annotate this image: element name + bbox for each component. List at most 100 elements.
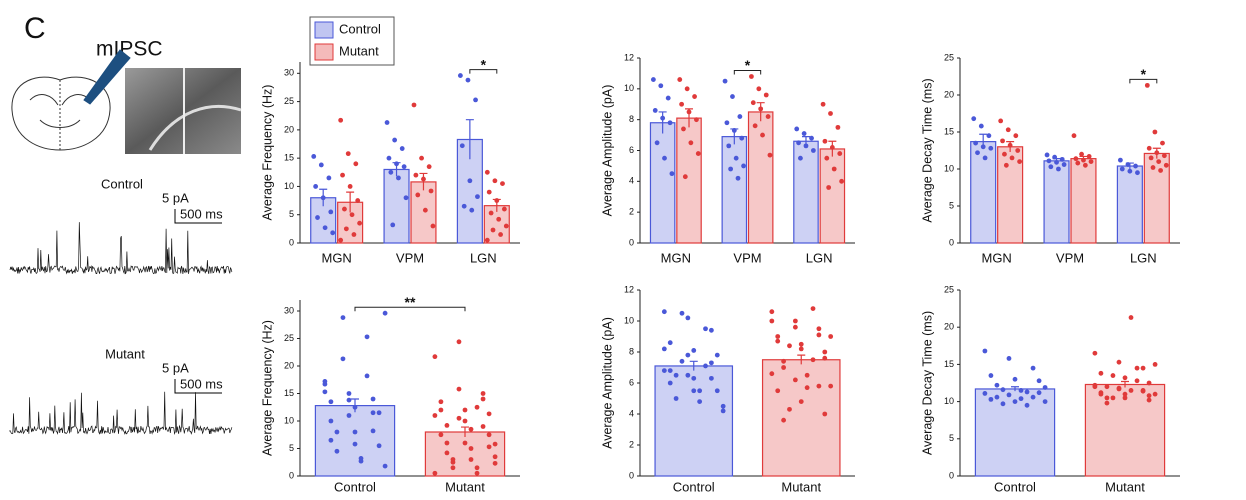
y-tick-label: 10 bbox=[624, 83, 634, 93]
data-point bbox=[1122, 395, 1128, 401]
data-point bbox=[1117, 157, 1123, 163]
data-point bbox=[810, 357, 816, 363]
data-point bbox=[338, 117, 344, 123]
data-point bbox=[357, 220, 363, 226]
data-point bbox=[794, 126, 800, 132]
y-tick-label: 0 bbox=[289, 470, 294, 480]
x-tick-label: LGN bbox=[1130, 250, 1157, 265]
data-point bbox=[328, 399, 334, 405]
data-point bbox=[322, 225, 328, 231]
data-point bbox=[1150, 165, 1156, 170]
data-point bbox=[438, 407, 444, 413]
y-tick-label: 0 bbox=[949, 470, 954, 480]
data-point bbox=[760, 132, 765, 138]
y-axis-label: Average Amplitude (pA) bbox=[600, 85, 614, 217]
x-tick-label: Mutant bbox=[445, 479, 485, 494]
bar bbox=[314, 405, 396, 477]
data-point bbox=[988, 373, 994, 378]
data-point bbox=[401, 164, 407, 170]
bar bbox=[1143, 152, 1170, 244]
data-point bbox=[469, 207, 475, 213]
x-tick-label: Control bbox=[673, 479, 715, 494]
data-point bbox=[1006, 356, 1012, 361]
data-point bbox=[1018, 388, 1024, 393]
data-point bbox=[781, 358, 787, 364]
data-point bbox=[343, 226, 349, 232]
data-point bbox=[691, 388, 697, 394]
data-point bbox=[422, 207, 428, 213]
data-point bbox=[998, 118, 1004, 124]
y-tick-label: 25 bbox=[944, 284, 954, 294]
y-tick-label: 10 bbox=[944, 163, 954, 173]
data-point bbox=[346, 413, 352, 418]
y-tick-label: 20 bbox=[284, 360, 294, 370]
data-point bbox=[1042, 385, 1048, 390]
significance-bracket bbox=[354, 306, 466, 312]
data-point bbox=[804, 372, 810, 378]
data-point bbox=[828, 383, 834, 389]
error-bar bbox=[1121, 380, 1129, 388]
data-point bbox=[1082, 162, 1088, 168]
data-point bbox=[347, 184, 353, 189]
data-point bbox=[741, 163, 746, 169]
data-point bbox=[650, 77, 656, 82]
legend-swatch bbox=[314, 21, 334, 39]
data-point bbox=[769, 309, 775, 315]
bar bbox=[997, 146, 1024, 244]
data-point bbox=[488, 210, 494, 216]
data-point bbox=[781, 417, 787, 423]
data-point bbox=[355, 198, 361, 203]
data-point bbox=[1009, 155, 1015, 161]
data-point bbox=[486, 411, 492, 417]
data-point bbox=[679, 310, 685, 316]
data-point bbox=[822, 355, 828, 361]
bar bbox=[383, 168, 410, 244]
data-point bbox=[358, 456, 364, 461]
significance-bracket bbox=[469, 69, 498, 74]
data-point bbox=[1158, 168, 1163, 173]
data-point bbox=[1044, 152, 1050, 158]
data-point bbox=[1110, 395, 1116, 401]
data-point bbox=[1127, 168, 1133, 174]
data-point bbox=[421, 176, 426, 182]
data-point bbox=[456, 386, 462, 392]
data-point bbox=[739, 135, 745, 141]
data-point bbox=[364, 373, 370, 379]
bar bbox=[649, 122, 676, 244]
data-point bbox=[1116, 385, 1122, 391]
data-point bbox=[652, 108, 658, 113]
data-point bbox=[396, 175, 401, 181]
data-point bbox=[1002, 151, 1007, 157]
x-tick-label: Mutant bbox=[1105, 479, 1145, 494]
data-point bbox=[480, 396, 486, 402]
data-point bbox=[1017, 159, 1023, 165]
data-point bbox=[769, 371, 775, 377]
data-point bbox=[1003, 162, 1009, 168]
data-point bbox=[1005, 127, 1011, 133]
data-point bbox=[669, 171, 675, 177]
data-point bbox=[730, 94, 735, 99]
y-tick-label: 5 bbox=[949, 433, 954, 443]
data-point bbox=[809, 135, 814, 141]
data-point bbox=[1146, 145, 1152, 151]
data-point bbox=[684, 86, 690, 92]
data-point bbox=[837, 151, 843, 156]
y-tick-label: 2 bbox=[629, 439, 634, 449]
data-point bbox=[679, 101, 685, 107]
data-point bbox=[781, 365, 787, 370]
data-point bbox=[322, 379, 328, 384]
bar bbox=[819, 148, 846, 244]
data-point bbox=[775, 338, 781, 344]
error-bar bbox=[756, 102, 765, 122]
data-point bbox=[492, 454, 498, 460]
significance-label: ** bbox=[405, 294, 416, 310]
data-point bbox=[667, 340, 673, 346]
data-point bbox=[484, 169, 490, 175]
slice-image-detail bbox=[148, 104, 242, 151]
data-point bbox=[822, 138, 828, 144]
data-point bbox=[798, 346, 804, 352]
data-point bbox=[1156, 159, 1162, 165]
data-point bbox=[763, 92, 769, 98]
data-point bbox=[792, 377, 798, 383]
data-point bbox=[688, 140, 694, 146]
